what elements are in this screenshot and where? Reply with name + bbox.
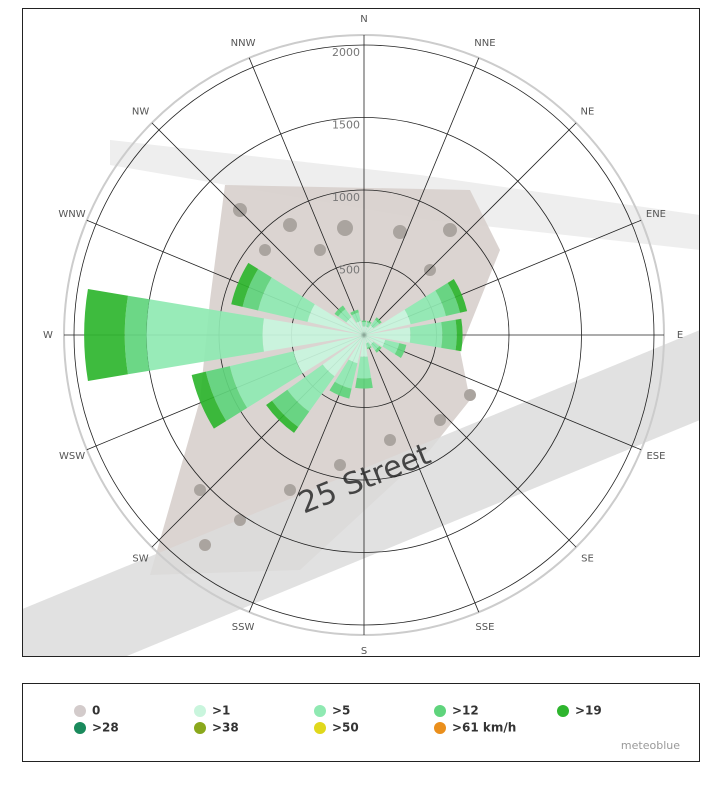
direction-label: SE — [581, 553, 594, 564]
legend-swatch — [434, 705, 446, 717]
wind-segment — [362, 322, 366, 326]
legend-swatch — [434, 722, 446, 734]
legend-label: >38 — [212, 721, 239, 735]
direction-label: NNW — [231, 38, 256, 49]
ring-label: 500 — [339, 264, 360, 277]
direction-label: ESE — [646, 451, 665, 462]
legend-label: >5 — [332, 704, 350, 718]
direction-label: N — [360, 14, 367, 25]
direction-label: SSW — [232, 622, 255, 633]
legend-swatch — [74, 705, 86, 717]
wind-segment — [441, 320, 457, 350]
direction-label: W — [43, 330, 53, 341]
wind-segment — [355, 378, 373, 389]
wind-segment — [84, 289, 128, 381]
direction-label: NW — [132, 107, 149, 118]
direction-label: WNW — [58, 209, 85, 220]
wind-segment — [362, 321, 367, 323]
legend-swatch — [557, 705, 569, 717]
attribution: meteoblue — [621, 739, 680, 752]
legend-label: 0 — [92, 704, 100, 718]
ring-label: 2000 — [332, 46, 360, 59]
legend-swatch — [194, 705, 206, 717]
direction-label: SW — [132, 553, 148, 564]
wind-segment — [125, 296, 150, 375]
legend-label: >19 — [575, 704, 602, 718]
direction-label: NNE — [474, 38, 495, 49]
direction-label: E — [677, 330, 683, 341]
direction-label: SSE — [475, 622, 494, 633]
direction-label: ENE — [646, 209, 666, 220]
legend-frame — [23, 684, 700, 762]
legend-swatch — [194, 722, 206, 734]
legend-label: >61 km/h — [452, 721, 516, 735]
legend-label: >12 — [452, 704, 479, 718]
legend-label: >1 — [212, 704, 230, 718]
direction-label: S — [361, 646, 367, 657]
legend-label: >28 — [92, 721, 119, 735]
direction-label: NE — [581, 107, 595, 118]
legend-swatch — [314, 705, 326, 717]
legend-swatch — [74, 722, 86, 734]
legend-label: >50 — [332, 721, 359, 735]
ring-label: 1000 — [332, 191, 360, 204]
ring-label: 1500 — [332, 119, 360, 132]
legend-swatch — [314, 722, 326, 734]
direction-label: WSW — [59, 451, 85, 462]
